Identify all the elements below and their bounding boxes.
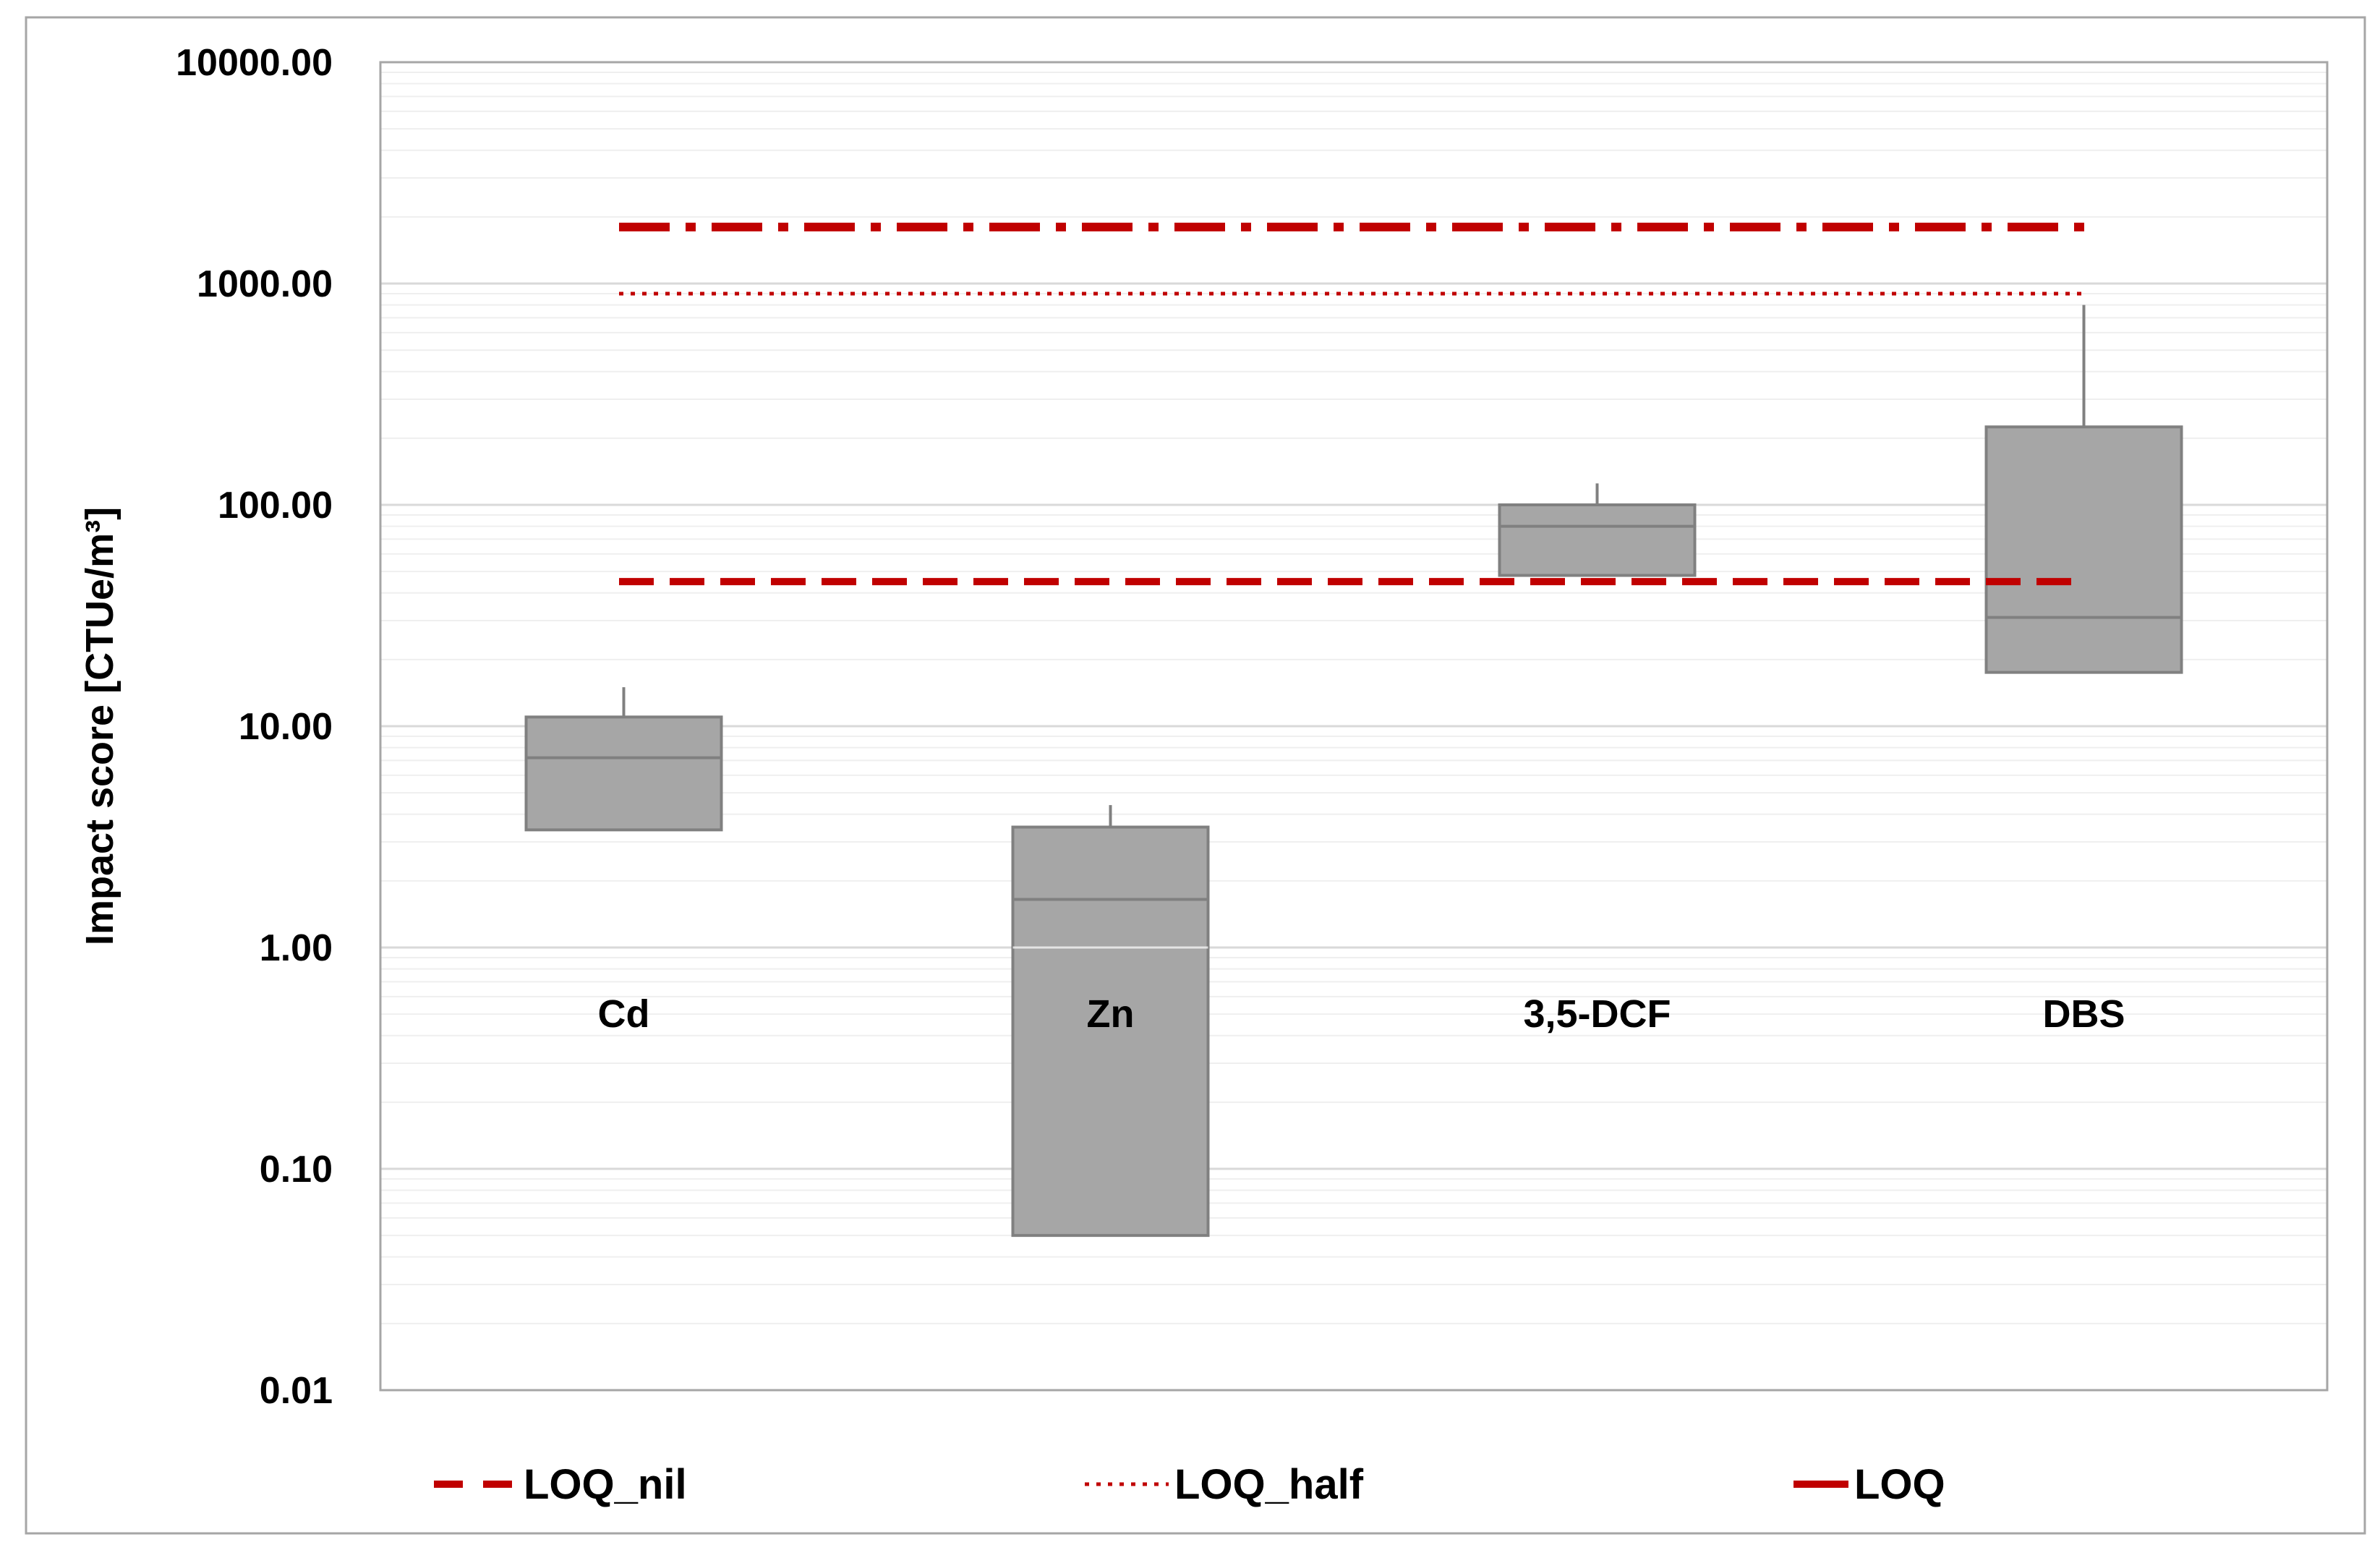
box-body <box>1498 503 1697 577</box>
boxes <box>524 305 2183 1238</box>
box-DBS <box>1984 305 2183 674</box>
y-tick-label: 1000.00 <box>197 263 333 305</box>
legend: LOQ_nil LOQ_half LOQ <box>434 1461 1945 1508</box>
legend-label: LOQ <box>1854 1461 1945 1508</box>
category-label: Zn <box>1087 992 1135 1036</box>
category-label: Cd <box>598 992 650 1036</box>
plot-area-border <box>379 61 2329 1392</box>
category-label: 3,5-DCF <box>1523 992 1671 1036</box>
box-body <box>1984 425 2183 674</box>
legend-label: LOQ_nil <box>524 1461 687 1508</box>
reference-lines <box>619 222 2084 586</box>
y-tick-label: 0.10 <box>260 1149 333 1191</box>
legend-item-LOQ_nil: LOQ_nil <box>434 1461 687 1508</box>
box-body <box>524 715 723 832</box>
category-label: DBS <box>2042 992 2125 1036</box>
box-body <box>1011 825 1210 1238</box>
box-Zn <box>1011 805 1210 1238</box>
legend-item-LOQ_half: LOQ_half <box>1085 1461 1364 1508</box>
y-axis-ticks: 0.01 0.10 1.00 10.00 100.00 1000.00 10000.00 <box>176 42 333 1412</box>
y-tick-label: 0.01 <box>260 1370 333 1412</box>
category-labels: Cd Zn 3,5-DCF DBS <box>598 992 2125 1036</box>
y-tick-label: 100.00 <box>218 485 333 527</box>
legend-item-LOQ: LOQ <box>1793 1461 1945 1508</box>
legend-label: LOQ_half <box>1174 1461 1364 1508</box>
box-Cd <box>524 687 723 832</box>
y-axis-title: Impact score [CTUe/m³] <box>78 507 121 945</box>
y-tick-label: 10.00 <box>239 706 333 748</box>
y-tick-label: 1.00 <box>260 927 333 969</box>
y-tick-label: 10000.00 <box>176 42 333 84</box>
box-3,5-DCF <box>1498 483 1697 577</box>
